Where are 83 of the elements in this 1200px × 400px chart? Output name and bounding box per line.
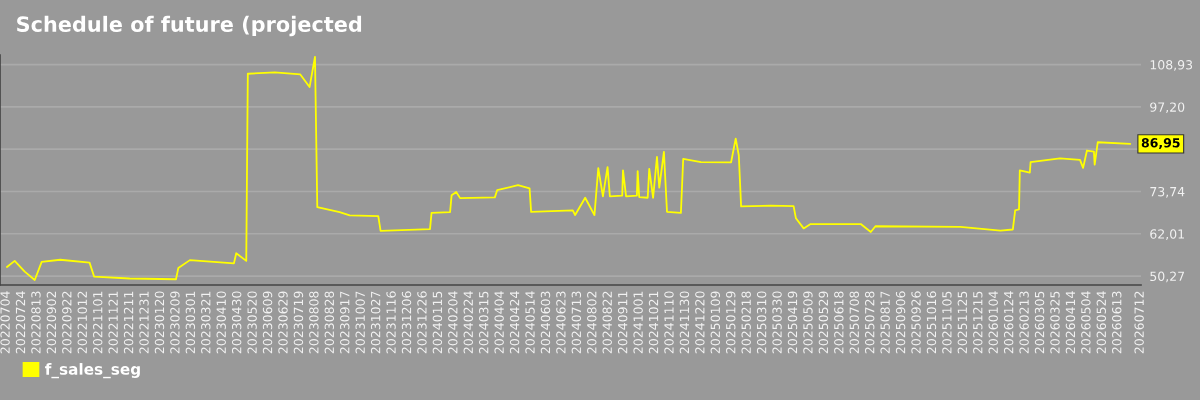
x-tick-label: 20251125 [957, 291, 968, 354]
x-tick-label: 20260414 [1065, 291, 1076, 354]
x-tick-label: 20220813 [31, 291, 41, 354]
x-tick-label: 20260305 [1034, 291, 1045, 354]
x-tick-label: 20241021 [648, 291, 659, 354]
x-tick-label: 20250109 [710, 291, 721, 354]
x-tick-label: 20230120 [154, 291, 165, 354]
x-tick-label: 20240424 [509, 291, 520, 354]
y-tick-label: 50,27 [1150, 271, 1185, 283]
x-tick-label: 20220724 [15, 291, 26, 354]
x-tick-label: 20260613 [1112, 291, 1122, 354]
x-tick-label: 20250906 [895, 291, 906, 354]
x-tick-label: 20250817 [880, 291, 890, 354]
x-tick-label: 20230719 [293, 291, 304, 354]
x-tick-label: 20260124 [1003, 291, 1014, 354]
x-tick-label: 20230629 [278, 291, 288, 354]
x-tick-label: 20250728 [864, 291, 875, 354]
x-tick-label: 20231116 [386, 291, 396, 354]
x-tick-label: 20230430 [231, 291, 242, 354]
x-tick-label: 20260524 [1096, 291, 1107, 354]
x-tick-label: 20230209 [170, 291, 180, 354]
x-tick-label: 20231007 [355, 291, 365, 354]
x-tick-label: 20220902 [46, 291, 57, 354]
x-tick-label: 20240224 [463, 291, 473, 354]
x-tick-label: 20251105 [942, 291, 952, 354]
x-tick-label: 20240822 [602, 291, 612, 354]
x-tick-label: 20241130 [679, 291, 690, 354]
x-tick-label: 20240911 [617, 291, 628, 354]
x-tick-label: 20250618 [834, 291, 844, 354]
x-tick-label: 20231226 [417, 291, 427, 354]
x-tick-label: 20241220 [695, 291, 705, 354]
x-tick-label: 20230301 [185, 291, 196, 354]
x-tick-label: 20230828 [324, 291, 335, 354]
x-tick-label: 20221012 [77, 291, 87, 354]
x-tick-label: 20260712 [1134, 291, 1144, 354]
x-tick-label: 20230609 [262, 291, 273, 354]
y-tick-label: 108,93 [1150, 60, 1193, 71]
x-tick-label: 20250419 [787, 291, 798, 354]
y-tick-label: 62,01 [1150, 229, 1184, 240]
x-tick-label: 20250529 [818, 291, 829, 354]
x-tick-label: 20240115 [432, 291, 443, 354]
x-tick-label: 20240514 [525, 291, 535, 354]
x-tick-label: 20231027 [370, 291, 381, 354]
x-tick-label: 20241001 [633, 291, 643, 354]
x-tick-label: 20230808 [309, 291, 319, 354]
x-tick-label: 20250330 [772, 291, 782, 354]
x-tick-label: 20230917 [340, 291, 350, 354]
y-tick-label: 73,74 [1150, 186, 1185, 198]
x-tick-label: 20241110 [664, 291, 674, 354]
x-tick-label: 20251016 [926, 291, 937, 354]
x-tick-label: 20240603 [540, 291, 551, 354]
line-series [6, 55, 1132, 281]
annotation: 86,95 [1141, 138, 1180, 150]
x-tick-label: 20240802 [587, 291, 597, 354]
x-tick-label: 20240204 [448, 291, 458, 354]
x-tick-label: 20260504 [1081, 291, 1091, 354]
x-tick-label: 20260104 [988, 291, 998, 354]
x-tick-label: 20240315 [478, 291, 489, 354]
x-tick-label: 20251215 [973, 291, 983, 354]
x-tick-label: 20221121 [108, 291, 118, 354]
x-tick-label: 20240713 [571, 291, 582, 354]
x-tick-label: 20221231 [139, 291, 149, 354]
x-tick-label: 20221101 [92, 291, 103, 354]
y-tick-label: 97,20 [1150, 102, 1185, 114]
legend-label: f_sales_seg [45, 363, 140, 379]
x-tick-label: 20220704 [0, 291, 10, 354]
x-tick-label: 20230321 [201, 291, 211, 354]
x-tick-label: 20250926 [911, 291, 921, 354]
x-tick-label: 20250129 [726, 291, 736, 354]
x-tick-label: 20220922 [62, 291, 72, 354]
x-tick-label: 20260325 [1050, 291, 1060, 354]
x-tick-label: 20250218 [741, 291, 751, 354]
x-tick-label: 20250509 [803, 291, 813, 354]
x-tick-label: 20250708 [849, 291, 859, 354]
chart-title: Schedule of future (projected [17, 15, 362, 37]
x-tick-label: 20240404 [494, 291, 504, 354]
x-tick-label: 20230520 [247, 291, 257, 354]
x-tick-label: 20230410 [216, 291, 226, 354]
x-tick-label: 20250310 [756, 291, 767, 354]
x-tick-label: 20221211 [123, 291, 134, 354]
x-tick-label: 20240623 [556, 291, 566, 354]
x-tick-label: 20231206 [401, 291, 412, 354]
x-tick-label: 20260213 [1019, 291, 1029, 354]
